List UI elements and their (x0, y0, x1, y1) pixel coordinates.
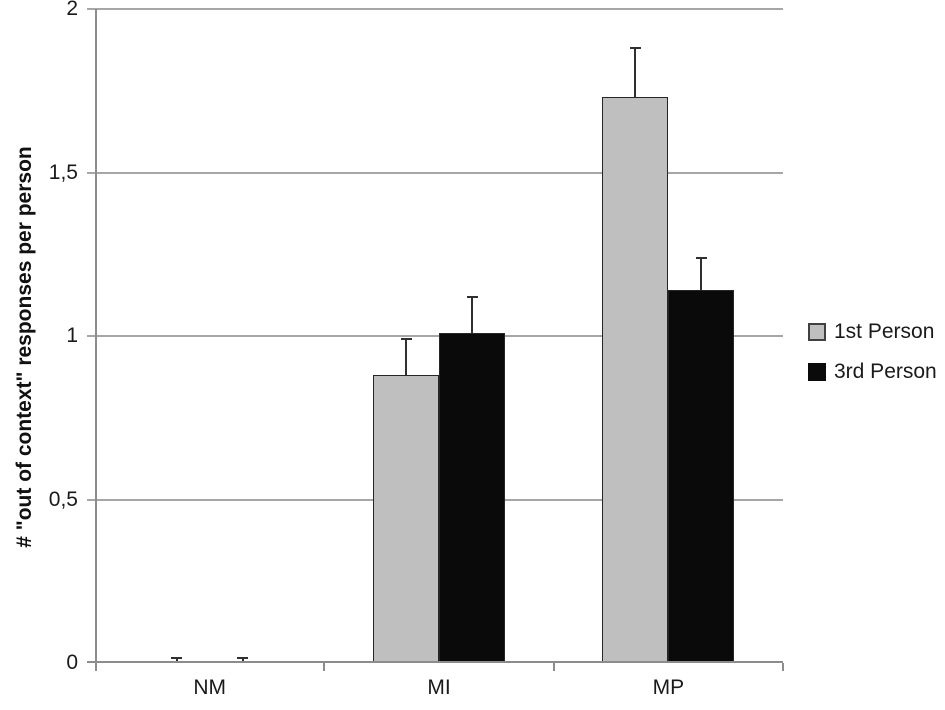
legend-label-3rd-person: 3rd Person (834, 360, 937, 383)
y-tick-label: 1,5 (48, 160, 78, 184)
x-category-label-mp: MP (652, 676, 685, 699)
legend-item-3rd-person: 3rd Person (808, 360, 937, 384)
error-bar-stem (241, 658, 244, 662)
y-tick-label: 2 (66, 0, 78, 20)
legend-item-1st-person: 1st Person (808, 320, 937, 344)
bar-1st-person-MI (373, 375, 439, 663)
x-axis-tick (323, 663, 326, 671)
error-bar-cap (171, 657, 183, 660)
error-bar-cap (237, 657, 249, 660)
x-axis-tick (552, 663, 555, 671)
gridline (87, 8, 783, 10)
error-bar-stem (700, 257, 703, 291)
error-bar-stem (471, 296, 473, 333)
legend-label-1st-person: 1st Person (834, 320, 935, 343)
error-bar-stem (634, 48, 637, 98)
error-bar-cap (695, 256, 707, 259)
legend: 1st Person 3rd Person (808, 320, 937, 384)
plot-area (87, 8, 784, 671)
gridline (87, 335, 783, 337)
bar-3rd-person-MP (668, 290, 735, 663)
error-bar-stem (175, 658, 178, 662)
legend-swatch-3rd-person-icon (808, 363, 826, 381)
x-category-label-nm: NM (193, 676, 226, 699)
bar-1st-person-MP (602, 97, 669, 663)
error-bar-cap (400, 338, 412, 341)
legend-swatch-1st-person-icon (808, 323, 826, 341)
error-bar-cap (466, 295, 478, 298)
error-bar-stem (405, 339, 407, 376)
error-bar-cap (629, 47, 641, 50)
y-tick-label: 0,5 (48, 487, 78, 511)
y-tick-label: 0 (66, 651, 78, 674)
y-axis-line (95, 9, 97, 671)
y-tick-label: 1 (66, 324, 78, 347)
x-axis-tick (782, 663, 784, 671)
bar-3rd-person-MI (439, 332, 505, 663)
gridline (87, 171, 783, 174)
x-category-label-mi: MI (427, 676, 451, 699)
x-axis-line (87, 661, 783, 663)
